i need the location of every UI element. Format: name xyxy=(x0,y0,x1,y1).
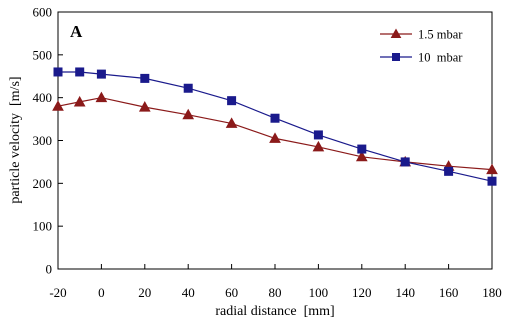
data-point xyxy=(183,83,193,93)
data-point xyxy=(313,130,323,140)
data-point xyxy=(400,157,410,167)
x-tick-label: 40 xyxy=(182,285,195,300)
data-point xyxy=(95,91,108,103)
data-point xyxy=(444,166,454,176)
data-point xyxy=(486,163,498,175)
legend-label-series-2: 10 mbar xyxy=(418,51,463,65)
y-axis-ticks: 0 100 200 300 400 500 600 xyxy=(33,5,63,277)
y-tick-label: 500 xyxy=(33,47,53,62)
x-axis-label: radial distance [mm] xyxy=(215,304,334,319)
y-tick-label: 200 xyxy=(33,176,53,191)
x-tick-label: 140 xyxy=(395,285,415,300)
data-point xyxy=(140,73,150,83)
x-tick-label: 100 xyxy=(309,285,329,300)
data-point xyxy=(312,140,325,152)
y-tick-label: 0 xyxy=(46,262,53,277)
legend: 1.5 mbar 10 mbar xyxy=(380,28,463,65)
x-tick-label: 0 xyxy=(98,285,105,300)
data-point xyxy=(52,100,64,111)
data-point xyxy=(182,108,195,120)
legend-label-series-1: 1.5 mbar xyxy=(418,28,463,42)
x-tick-label: 60 xyxy=(225,285,238,300)
y-tick-label: 400 xyxy=(33,90,53,105)
data-point xyxy=(487,176,497,186)
x-axis-ticks: -20 0 20 40 60 80 100 120 140 160 180 xyxy=(49,264,502,300)
series-1 xyxy=(52,91,498,175)
series-2 xyxy=(53,67,497,186)
data-point xyxy=(73,95,86,107)
data-point xyxy=(269,132,281,143)
y-tick-label: 600 xyxy=(33,5,53,20)
data-point xyxy=(355,150,368,162)
x-tick-label: 180 xyxy=(482,285,502,300)
data-point xyxy=(138,101,151,112)
x-tick-label: 160 xyxy=(439,285,459,300)
x-tick-label: 20 xyxy=(138,285,151,300)
y-tick-label: 100 xyxy=(33,219,53,234)
data-point xyxy=(96,69,106,79)
panel-label: A xyxy=(70,22,83,41)
data-point xyxy=(53,67,63,77)
y-tick-label: 300 xyxy=(33,133,53,148)
y-axis-label: particle velocity [m/s] xyxy=(8,76,23,203)
legend-marker-series-1 xyxy=(390,28,402,38)
x-tick-label: 80 xyxy=(269,285,282,300)
data-point xyxy=(75,67,85,77)
series-line xyxy=(58,71,493,182)
data-point xyxy=(227,96,237,106)
series-layer xyxy=(52,67,498,186)
x-tick-label: -20 xyxy=(49,285,66,300)
data-point xyxy=(270,113,280,123)
data-point xyxy=(357,144,367,154)
legend-marker-series-2 xyxy=(392,53,400,61)
data-point xyxy=(225,117,238,128)
x-tick-label: 120 xyxy=(352,285,372,300)
